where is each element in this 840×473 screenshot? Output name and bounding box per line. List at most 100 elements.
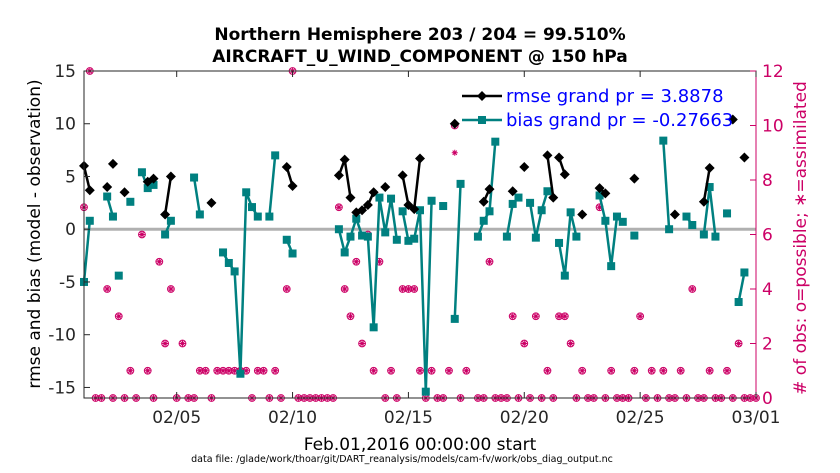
- rmse-point: [368, 187, 379, 198]
- obs-assimilated-point: [225, 367, 232, 374]
- rmse-series-layer: [79, 114, 750, 220]
- y-right-tick-label: 2: [762, 335, 773, 355]
- rmse-line-segment: [702, 167, 711, 203]
- obs-assimilated-point: [260, 367, 267, 374]
- obs-possible-point: [346, 312, 355, 321]
- data-file-footnote: data file: /glade/work/thoar/git/DART_re…: [191, 454, 613, 465]
- rmse-point: [206, 197, 217, 208]
- obs-assimilated-point: [724, 367, 731, 374]
- rmse-point: [362, 199, 373, 210]
- rmse-point: [727, 114, 738, 125]
- rmse-point: [160, 209, 171, 220]
- obs-possible-point: [369, 366, 378, 375]
- obs-possible-point: [387, 366, 395, 375]
- rmse-point: [507, 186, 518, 197]
- bias-point: [566, 208, 575, 217]
- obs-possible-point: [103, 285, 112, 293]
- obs-assimilated-point: [677, 367, 684, 374]
- bias-point: [531, 233, 540, 242]
- bias-point: [705, 183, 714, 192]
- bias-point: [358, 231, 367, 240]
- obs-assimilated-point: [179, 340, 186, 347]
- bias-point: [491, 137, 500, 146]
- bias-line-segment: [528, 190, 549, 239]
- x-axis: 02/05 02/10 02/15 02/20 02/25 03/01: [152, 71, 781, 428]
- obs-assimilated-point: [579, 367, 586, 374]
- bias-point: [555, 238, 564, 247]
- obs-assimilated-point: [341, 286, 348, 292]
- obs-assimilated-point: [243, 367, 250, 374]
- obs-possible-point: [688, 285, 697, 293]
- rmse-point: [600, 188, 611, 199]
- rmse-point: [577, 209, 588, 220]
- bias-point: [352, 214, 361, 223]
- obs-assimilated-point: [138, 231, 145, 238]
- y-axis-right: 0 2 4 6 8 10 12: [750, 62, 784, 409]
- rmse-point: [345, 192, 356, 203]
- obs-assimilated-point: [388, 367, 395, 374]
- y-left-tick-label: 0: [65, 220, 76, 240]
- obs-assimilated-point: [167, 286, 174, 292]
- bias-point: [340, 248, 349, 257]
- obs-possible-point: [676, 366, 685, 375]
- bias-point: [149, 180, 158, 189]
- legend-bias-marker: [478, 116, 486, 124]
- rmse-point: [704, 163, 715, 174]
- bias-point: [271, 151, 280, 160]
- bias-point: [537, 206, 546, 215]
- bias-point: [439, 202, 448, 211]
- bias-point: [456, 179, 465, 188]
- bias-point: [248, 203, 256, 212]
- obs-assimilated-point: [521, 340, 528, 347]
- y-right-tick-label: 6: [762, 226, 773, 246]
- rmse-point: [519, 161, 530, 172]
- bias-point: [688, 221, 697, 230]
- obs-assimilated-point: [104, 286, 111, 292]
- bias-point: [699, 230, 708, 239]
- bias-point: [572, 232, 581, 241]
- obs-assimilated-point: [335, 204, 342, 211]
- obs-assimilated-point: [532, 313, 539, 320]
- rmse-line-segment: [401, 158, 422, 211]
- rmse-point: [629, 173, 640, 184]
- bias-line-segment: [662, 140, 671, 230]
- bias-point: [543, 187, 552, 196]
- bias-point: [85, 216, 94, 225]
- x-tick-label: 02/05: [152, 408, 201, 428]
- rmse-point: [380, 182, 391, 193]
- obs-possible-point: [271, 366, 280, 375]
- obs-possible-point: [566, 339, 575, 348]
- obs-possible-point: [166, 285, 175, 293]
- bias-point: [601, 216, 610, 225]
- bias-point: [387, 194, 396, 203]
- rmse-point: [102, 182, 113, 193]
- bias-point: [363, 232, 372, 241]
- rmse-point: [554, 152, 565, 163]
- rmse-point: [739, 152, 750, 163]
- y-right-tick-label: 0: [762, 389, 773, 409]
- bias-line-segment: [737, 272, 746, 303]
- bias-point: [114, 271, 123, 280]
- bias-line-segment: [192, 177, 202, 215]
- y-right-tick-label: 4: [762, 280, 773, 300]
- y-left-tick-label: -15: [48, 378, 76, 398]
- obs-possible-point: [352, 257, 361, 266]
- obs-possible-point: [531, 312, 540, 321]
- bias-point: [126, 197, 135, 206]
- bias-point: [195, 210, 204, 219]
- x-axis-label: Feb.01,2016 00:00:00 start: [304, 435, 537, 455]
- obs-possible-point: [427, 366, 436, 375]
- bias-point: [682, 212, 691, 221]
- obs-possible-point: [340, 285, 349, 293]
- bias-point: [508, 199, 517, 208]
- obs-possible-point: [659, 366, 668, 375]
- obs-assimilated-point: [544, 367, 551, 374]
- obs-assimilated-point: [144, 367, 151, 374]
- x-tick-label: 02/20: [500, 408, 549, 428]
- y-axis-left: 15 10 5 0 -5 -10 -15: [48, 62, 90, 398]
- bias-point: [369, 323, 378, 332]
- bias-point: [381, 228, 390, 237]
- obs-possible-point: [578, 366, 587, 375]
- bias-point: [630, 231, 639, 240]
